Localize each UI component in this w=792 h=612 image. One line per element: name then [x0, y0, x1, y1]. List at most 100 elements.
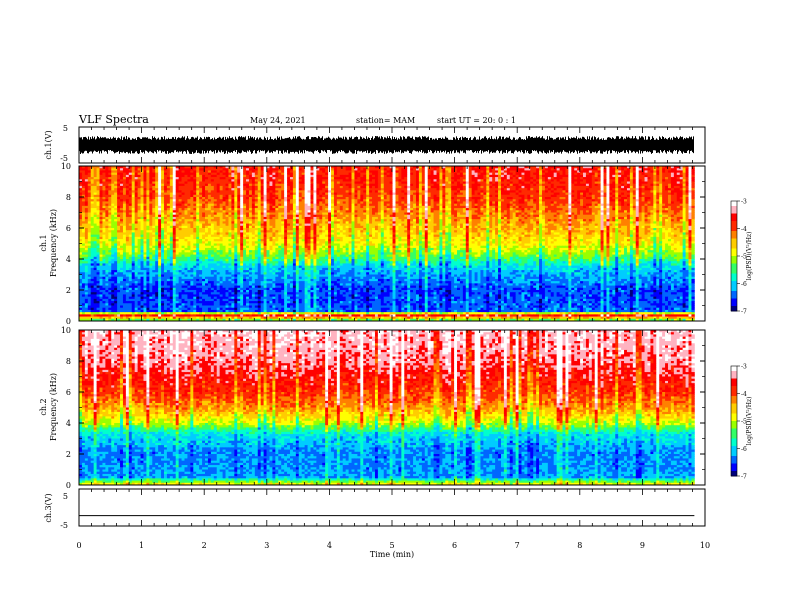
- spectrogram-cell: [202, 174, 206, 178]
- spectrogram-cell: [181, 197, 185, 200]
- spectrogram-cell: [336, 172, 341, 176]
- spectrogram-cell: [81, 170, 86, 174]
- spectrogram-cell: [351, 194, 355, 198]
- spectrogram-cell: [541, 177, 546, 180]
- spectrogram-cell: [401, 177, 405, 180]
- spectrogram-cell: [591, 177, 596, 180]
- spectrogram-cell: [562, 168, 566, 171]
- spectrogram-cell: [521, 192, 525, 196]
- spectrogram-cell: [325, 168, 329, 171]
- spectrogram-cell: [149, 197, 153, 200]
- spectrogram-cell: [363, 172, 367, 176]
- spectrogram-cell: [462, 192, 467, 196]
- spectrogram-cell: [84, 179, 89, 182]
- spectrogram-cell: [237, 194, 241, 198]
- spectrogram-cell: [577, 172, 581, 176]
- spectrogram-cell: [196, 197, 200, 200]
- spectrogram-cell: [301, 183, 306, 187]
- spectrogram-cell: [457, 181, 461, 185]
- spectrogram-cell: [670, 190, 675, 193]
- spectrogram-cell: [500, 177, 505, 180]
- spectrogram-cell: [691, 194, 695, 198]
- spectrogram-cell: [155, 166, 159, 169]
- spectrogram-cell: [635, 194, 640, 198]
- spectrogram-cell: [210, 172, 215, 176]
- spectrogram-cell: [454, 199, 458, 202]
- spectrogram-cell: [369, 181, 373, 185]
- spectrogram-cell: [143, 188, 147, 191]
- spectrogram-cell: [96, 199, 100, 202]
- spectrogram-cell: [609, 185, 613, 189]
- spectrogram-cell: [688, 190, 692, 193]
- spectrogram-cell: [618, 181, 622, 185]
- spectrogram-cell: [509, 179, 514, 182]
- spectrogram-cell: [667, 188, 672, 191]
- spectrogram-cell: [462, 170, 467, 174]
- spectrogram-cell: [284, 168, 288, 171]
- spectrogram-cell: [574, 197, 578, 200]
- spectrogram-cell: [137, 194, 141, 198]
- spectrogram-cell: [395, 192, 399, 196]
- spectrogram-cell: [111, 181, 115, 185]
- spectrogram-cell: [295, 174, 300, 178]
- spectrogram-cell: [606, 190, 610, 193]
- spectrogram-cell: [621, 194, 625, 198]
- spectrogram-cell: [629, 194, 634, 198]
- spectrogram-cell: [287, 177, 291, 180]
- spectrogram-cell: [79, 181, 83, 185]
- spectrogram-cell: [111, 179, 115, 182]
- spectrogram-cell: [676, 185, 681, 189]
- spectrogram-cell: [360, 179, 364, 182]
- spectrogram-cell: [585, 185, 590, 189]
- spectrogram-cell: [260, 185, 265, 189]
- spectrogram-cell: [377, 168, 382, 171]
- spectrogram-cell: [93, 179, 97, 182]
- spectrogram-cell: [436, 192, 440, 196]
- spectrogram-cell: [486, 177, 490, 180]
- spectrogram-cell: [163, 168, 168, 171]
- spectrogram-cell: [682, 188, 686, 191]
- spectrogram-cell: [427, 185, 432, 189]
- spectrogram-cell: [354, 181, 358, 185]
- spectrogram-cell: [196, 174, 200, 178]
- spectrogram-cell: [559, 185, 563, 189]
- spectrogram-cell: [492, 188, 496, 191]
- spectrogram-cell: [143, 166, 147, 169]
- spectrogram-cell: [670, 185, 675, 189]
- spectrogram-cell: [175, 179, 180, 182]
- spectrogram-cell: [436, 170, 440, 174]
- spectrogram-cell: [225, 188, 229, 191]
- spectrogram-cell: [336, 194, 341, 198]
- spectrogram-cell: [377, 199, 382, 202]
- spectrogram-cell: [498, 168, 502, 171]
- spectrogram-cell: [366, 166, 370, 169]
- spectrogram-cell: [459, 185, 464, 189]
- spectrogram-cell: [134, 166, 139, 169]
- spectrogram-cell: [492, 181, 496, 185]
- spectrogram-cell: [237, 168, 241, 171]
- spectrogram-cell: [137, 179, 141, 182]
- spectrogram-cell: [131, 166, 136, 169]
- spectrogram-cell: [333, 170, 338, 174]
- spectrogram-cell: [292, 183, 297, 187]
- spectrogram-cell: [111, 194, 115, 198]
- spectrogram-cell: [374, 190, 379, 193]
- spectrogram-cell: [240, 192, 244, 196]
- spectrogram-cell: [152, 188, 156, 191]
- spectrogram-cell: [518, 190, 522, 193]
- spectrogram-cell: [521, 168, 525, 171]
- spectrogram-cell: [667, 172, 672, 176]
- spectrogram-cell: [216, 192, 221, 196]
- spectrogram-cell: [149, 190, 153, 193]
- spectrogram-cell: [240, 177, 244, 180]
- spectrogram-cell: [96, 181, 100, 185]
- spectrogram-cell: [128, 188, 133, 191]
- spectrogram-cell: [281, 170, 285, 174]
- spectrogram-cell: [281, 188, 285, 191]
- spectrogram-cell: [196, 190, 200, 193]
- spectrogram-cell: [213, 192, 218, 196]
- spectrogram-cell: [331, 199, 335, 202]
- spectrogram-cell: [401, 185, 405, 189]
- spectrogram-cell: [609, 192, 613, 196]
